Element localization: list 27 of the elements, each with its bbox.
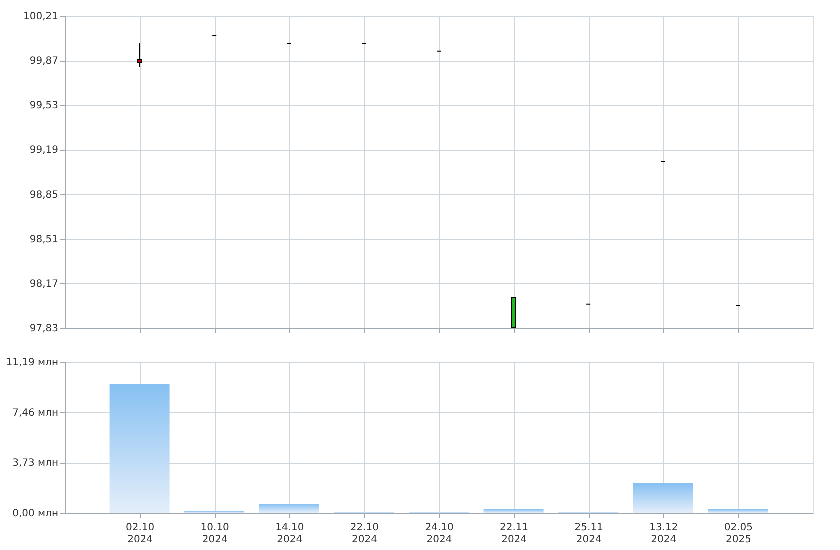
x-tick-label: 22.11 2024 [500, 522, 529, 546]
x-tick-label: 02.05 2025 [724, 522, 754, 546]
bar [708, 509, 768, 513]
y-tick-label: 98,85 [30, 190, 58, 201]
y-tick-label: 0,00 млн [12, 508, 58, 520]
y-tick-label: 99,53 [30, 100, 58, 112]
y-tick-label: 99,19 [30, 145, 58, 156]
bar [110, 384, 170, 513]
y-tick-label: 100,21 [24, 12, 58, 22]
y-tick-label: 11,19 млн [6, 358, 58, 368]
x-tick-label: 10.10 2024 [200, 522, 230, 546]
bar [633, 483, 694, 513]
y-tick-label: 7,46 млн [12, 408, 58, 419]
y-tick-label: 3,73 млн [12, 458, 58, 470]
x-tick-label: 25.11 2024 [574, 522, 604, 546]
bar [259, 504, 320, 513]
x-tick-label: 14.10 2024 [276, 522, 304, 546]
x-tick-label: 13.12 2024 [650, 522, 678, 546]
y-tick-label: 98,51 [30, 234, 58, 246]
x-tick-label: 02.10 2024 [126, 522, 155, 546]
x-tick-label: 24.10 2024 [425, 522, 454, 546]
candlestick [137, 43, 142, 68]
bar [484, 509, 544, 513]
x-tick-label: 22.10 2024 [350, 522, 380, 546]
y-tick-label: 97,83 [30, 324, 58, 334]
y-tick-label: 99,87 [30, 56, 58, 68]
y-tick-label: 98,17 [30, 278, 58, 290]
